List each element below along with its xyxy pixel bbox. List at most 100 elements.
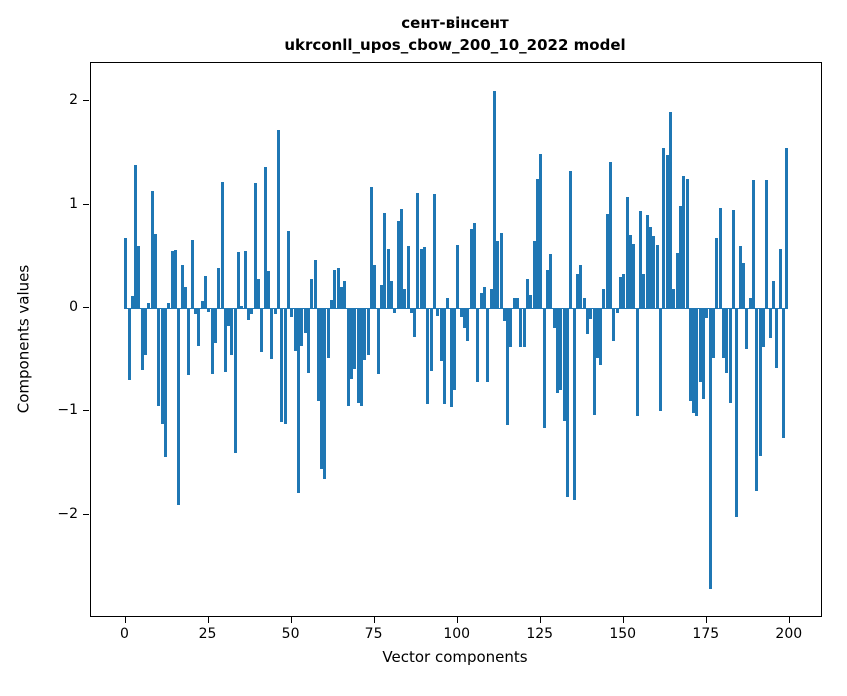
y-axis-label: Components values bbox=[14, 264, 33, 414]
bar bbox=[347, 308, 350, 407]
y-tick-mark bbox=[83, 513, 89, 515]
bar bbox=[426, 308, 429, 405]
bar bbox=[609, 162, 612, 308]
bar bbox=[669, 111, 672, 308]
bar bbox=[679, 205, 682, 308]
x-tick-mark bbox=[207, 617, 209, 623]
bar bbox=[234, 308, 237, 453]
bar bbox=[463, 308, 466, 328]
bar bbox=[227, 308, 230, 326]
bar bbox=[270, 308, 273, 359]
bar bbox=[357, 308, 360, 404]
bar bbox=[300, 308, 303, 347]
bar bbox=[745, 308, 748, 350]
x-tick-mark bbox=[622, 617, 624, 623]
bar bbox=[506, 308, 509, 425]
bar bbox=[553, 308, 556, 328]
bar bbox=[290, 308, 293, 318]
bar bbox=[373, 264, 376, 308]
bar bbox=[749, 297, 752, 308]
bar bbox=[440, 308, 443, 361]
bar bbox=[240, 305, 243, 308]
bar bbox=[304, 308, 307, 333]
bar bbox=[490, 289, 493, 308]
y-tick-label: 0 bbox=[69, 299, 78, 315]
bar bbox=[443, 308, 446, 405]
bar bbox=[549, 254, 552, 308]
bar bbox=[280, 308, 283, 422]
bar bbox=[569, 170, 572, 308]
bar bbox=[211, 308, 214, 375]
bar bbox=[576, 273, 579, 308]
bar bbox=[782, 308, 785, 439]
bar bbox=[128, 308, 131, 381]
bar bbox=[739, 246, 742, 308]
chart-subtitle: ukrconll_upos_cbow_200_10_2022 model bbox=[284, 36, 626, 54]
bar bbox=[191, 239, 194, 308]
bar bbox=[360, 308, 363, 407]
bar bbox=[775, 308, 778, 368]
bar bbox=[513, 297, 516, 308]
bar bbox=[416, 193, 419, 308]
bar bbox=[377, 308, 380, 375]
bar bbox=[250, 308, 253, 315]
bar bbox=[725, 308, 728, 374]
bar bbox=[260, 308, 263, 353]
bar bbox=[157, 308, 160, 407]
bar bbox=[686, 178, 689, 308]
bar bbox=[516, 297, 519, 308]
bar bbox=[430, 308, 433, 372]
bar bbox=[460, 308, 463, 318]
bar bbox=[656, 244, 659, 308]
bar bbox=[436, 308, 439, 317]
bar bbox=[752, 179, 755, 308]
bar bbox=[393, 308, 396, 314]
bar bbox=[244, 251, 247, 308]
bar bbox=[230, 308, 233, 355]
bar bbox=[652, 235, 655, 308]
bar bbox=[466, 308, 469, 342]
bar bbox=[214, 308, 217, 344]
bar bbox=[715, 237, 718, 308]
y-tick-mark bbox=[83, 100, 89, 102]
bar bbox=[646, 214, 649, 308]
bar bbox=[473, 223, 476, 308]
bar bbox=[779, 249, 782, 308]
bar bbox=[695, 308, 698, 416]
bar bbox=[171, 251, 174, 308]
bar bbox=[526, 279, 529, 308]
bar bbox=[147, 302, 150, 308]
bar bbox=[500, 232, 503, 308]
bar bbox=[563, 308, 566, 421]
bar bbox=[682, 175, 685, 308]
y-tick-label: 2 bbox=[69, 92, 78, 109]
bar bbox=[612, 308, 615, 342]
bar bbox=[772, 281, 775, 308]
bar bbox=[735, 308, 738, 517]
bar bbox=[257, 279, 260, 308]
bar bbox=[546, 269, 549, 308]
bar bbox=[420, 249, 423, 308]
bar bbox=[137, 246, 140, 308]
bar bbox=[410, 308, 413, 314]
chart-title: сент-вінсент bbox=[401, 14, 509, 32]
x-tick-label: 150 bbox=[609, 626, 637, 642]
bar bbox=[689, 308, 692, 401]
bar bbox=[649, 227, 652, 308]
bar bbox=[390, 281, 393, 308]
bar bbox=[529, 294, 532, 308]
bar bbox=[453, 308, 456, 390]
plot-area bbox=[90, 62, 822, 617]
bar bbox=[559, 308, 562, 390]
bar bbox=[712, 308, 715, 358]
y-tick-label: −1 bbox=[57, 402, 78, 419]
bar bbox=[709, 308, 712, 590]
bar bbox=[676, 253, 679, 308]
bar bbox=[759, 308, 762, 456]
y-tick-label: −2 bbox=[57, 505, 78, 522]
bar bbox=[387, 249, 390, 308]
bar bbox=[762, 308, 765, 348]
bar bbox=[722, 308, 725, 358]
bar bbox=[486, 308, 489, 383]
